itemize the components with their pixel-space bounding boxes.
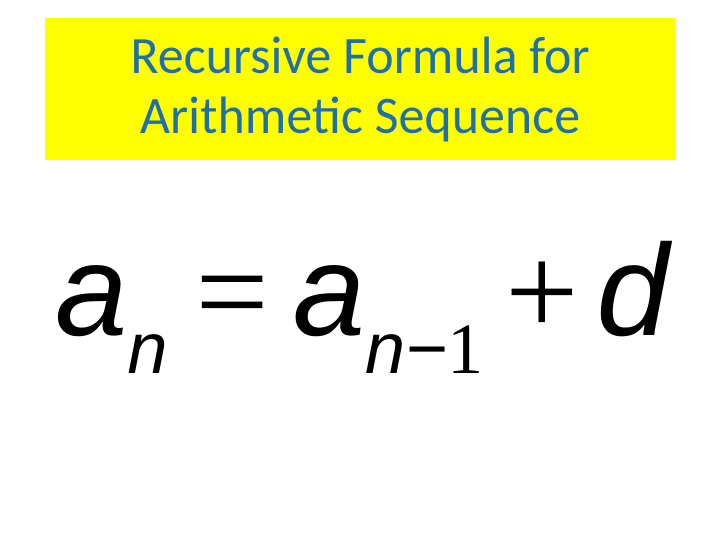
recursive-formula: a n = a n− 1 + d [55, 215, 669, 367]
equals-sign: = [195, 217, 268, 367]
title-banner: Recursive Formula for Arithmetic Sequenc… [45, 18, 675, 160]
subscript-one: 1 [447, 308, 483, 391]
subscript-n-minus: n− [365, 308, 447, 390]
plus-sign: + [505, 217, 578, 367]
var-d: d [596, 215, 668, 365]
var-a-right: a [293, 215, 365, 365]
title-line-2: Arithmetic Sequence [55, 86, 665, 146]
var-a-left: a [55, 215, 127, 365]
formula-container: a n = a n− 1 + d [0, 215, 720, 367]
title-line-1: Recursive Formula for [55, 26, 665, 86]
subscript-n: n [127, 308, 167, 390]
